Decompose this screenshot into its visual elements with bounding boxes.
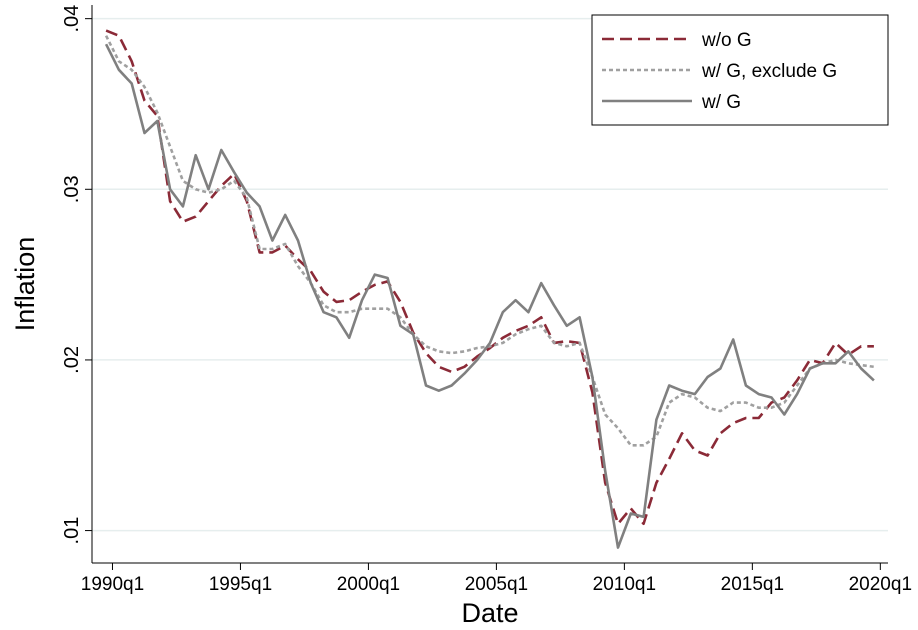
y-tick-label: .01 (61, 517, 83, 545)
y-tick-label: .04 (61, 5, 83, 33)
legend-label: w/ G, exclude G (701, 61, 837, 82)
y-axis-label: Inflation (10, 237, 40, 332)
x-tick-label: 1995q1 (209, 574, 272, 595)
x-tick-label: 2005q1 (465, 574, 528, 595)
series-line (105, 29, 874, 526)
y-tick-label: .03 (61, 175, 83, 203)
legend-label: w/o G (701, 30, 752, 51)
x-tick-label: 2020q1 (849, 574, 912, 595)
legend-box (591, 14, 889, 126)
x-tick-label: 2000q1 (337, 574, 400, 595)
x-tick-label: 2015q1 (721, 574, 784, 595)
series-line (104, 35, 875, 447)
x-tick-label: 1990q1 (81, 574, 144, 595)
y-tick-label: .02 (61, 346, 83, 374)
x-axis-label: Date (461, 598, 518, 628)
series-line (104, 43, 875, 549)
x-tick-label: 2010q1 (593, 574, 656, 595)
legend-label: w/ G (701, 92, 741, 113)
